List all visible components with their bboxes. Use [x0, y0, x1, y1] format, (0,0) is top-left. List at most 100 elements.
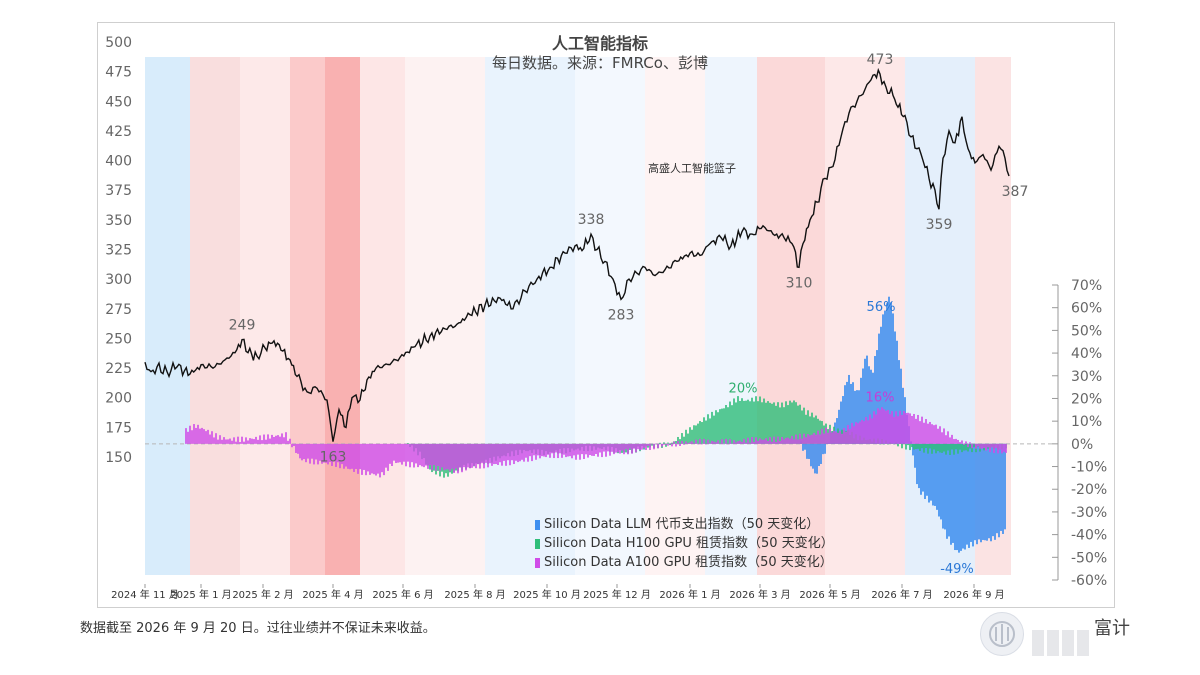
bar: [437, 443, 439, 466]
bar: [455, 443, 457, 469]
bar: [795, 434, 797, 444]
bar: [333, 443, 335, 462]
bar: [925, 419, 927, 444]
bar: [865, 416, 867, 444]
bar: [946, 443, 948, 539]
bar: [937, 443, 939, 452]
bar: [970, 443, 972, 542]
bar: [645, 443, 647, 450]
bar: [677, 436, 679, 444]
bar: [267, 434, 269, 444]
bar: [911, 443, 913, 448]
bar: [915, 418, 917, 444]
bar: [443, 443, 445, 471]
bar: [199, 428, 201, 444]
bar: [315, 443, 317, 460]
bar: [771, 441, 773, 444]
bar: [677, 440, 679, 444]
legend-item-llm: Silicon Data LLM 代币支出指数（50 天变化）: [535, 515, 834, 534]
bar: [707, 439, 709, 444]
bar: [689, 442, 691, 444]
bar: [771, 403, 773, 444]
bar: [779, 407, 781, 444]
bar: [824, 443, 826, 454]
bar: [213, 437, 215, 444]
bar: [395, 443, 397, 464]
bar: [840, 401, 842, 444]
bar: [241, 436, 243, 444]
bar: [875, 414, 877, 444]
bar: [481, 443, 483, 464]
bar: [485, 443, 487, 463]
bar: [507, 443, 509, 461]
bar: [289, 438, 291, 444]
bar: [247, 440, 249, 444]
bar: [325, 443, 327, 463]
bar: [898, 360, 900, 444]
bar: [789, 400, 791, 444]
y-tick-label-left: 350: [105, 213, 132, 229]
bar: [753, 401, 755, 444]
bar: [541, 443, 543, 457]
bar: [960, 443, 962, 551]
bar: [389, 443, 391, 464]
bar: [804, 443, 806, 450]
bar: [866, 355, 868, 444]
bar: [621, 443, 623, 451]
bar: [517, 443, 519, 463]
bar: [709, 442, 711, 444]
bar: [957, 443, 959, 454]
bar: [555, 443, 557, 453]
price-line: [144, 67, 1010, 442]
bar: [705, 443, 707, 445]
bar: [811, 412, 813, 444]
bar: [679, 443, 681, 446]
bar: [759, 396, 761, 444]
bar-series-a100: [185, 407, 1007, 478]
bar: [583, 443, 585, 459]
bar: [661, 443, 663, 447]
bar: [996, 443, 998, 534]
bar: [291, 443, 293, 448]
bar: [953, 443, 955, 455]
bar: [467, 443, 469, 468]
bar: [697, 423, 699, 444]
bar: [445, 443, 447, 470]
bar: [841, 433, 843, 444]
bar: [387, 443, 389, 471]
bar: [689, 427, 691, 444]
bar: [927, 423, 929, 444]
bar: [813, 417, 815, 444]
bar: [197, 424, 199, 444]
bar: [647, 443, 649, 446]
y-tick-label-right: 20%: [1071, 391, 1102, 407]
bar: [761, 402, 763, 444]
bar: [931, 443, 933, 454]
bar: [623, 443, 625, 455]
bar: [957, 439, 959, 444]
bar: [209, 434, 211, 444]
background-stripe: [705, 57, 757, 575]
y-tick-label-right: 50%: [1071, 323, 1102, 339]
y-tick-label-right: 0%: [1071, 437, 1093, 453]
bar: [949, 443, 951, 456]
bar: [907, 443, 909, 446]
bar: [263, 434, 265, 444]
bar: [257, 439, 259, 444]
bar: [985, 443, 987, 451]
bar: [822, 443, 824, 455]
bar: [277, 435, 279, 444]
bar: [527, 443, 529, 462]
bar: [663, 442, 665, 444]
bar: [803, 433, 805, 444]
bar: [351, 443, 353, 469]
bar: [955, 443, 957, 450]
bar: [513, 443, 515, 465]
bar: [984, 443, 986, 541]
bar: [723, 443, 725, 445]
bar: [899, 410, 901, 444]
bar: [231, 440, 233, 444]
bar: [942, 443, 944, 529]
bar: [816, 443, 818, 474]
bar: [707, 414, 709, 444]
